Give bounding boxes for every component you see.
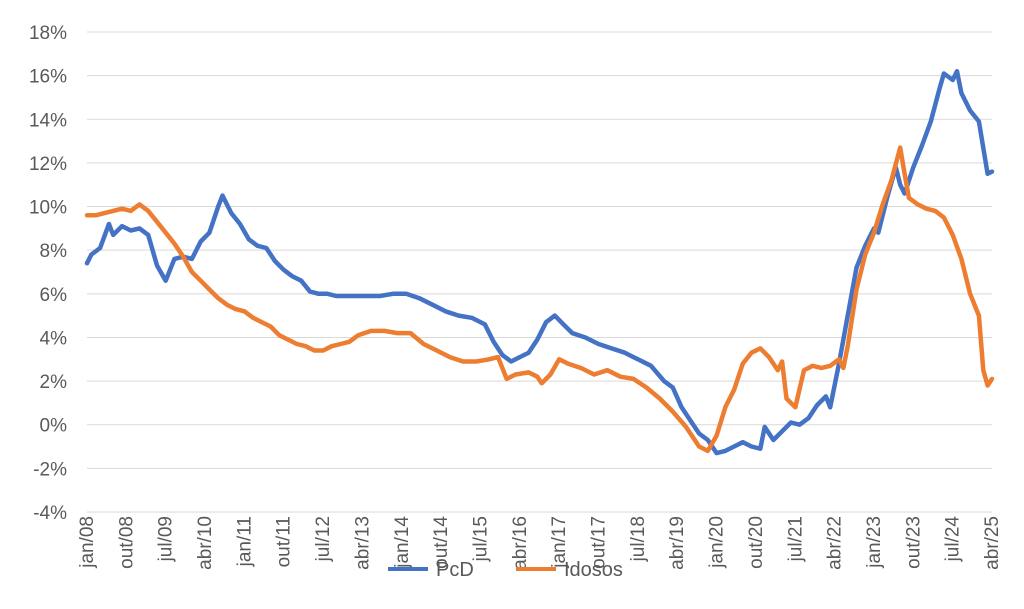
- series-line-pcd: [84, 69, 995, 456]
- y-tick-label: -2%: [33, 459, 67, 480]
- y-axis-tick-labels: -4% -2% 0% 2% 4% 6% 8% 10% 12% 14% 16% 18%: [29, 23, 67, 524]
- y-tick-label: 10%: [29, 198, 67, 219]
- x-tick-label: abr/13: [352, 516, 373, 570]
- x-tick-label: abr/19: [667, 516, 688, 570]
- series-lines: [84, 69, 995, 456]
- x-tick-label: out/23: [903, 516, 924, 569]
- x-tick-label: jan/20: [707, 516, 728, 569]
- y-tick-label: -4%: [33, 503, 67, 524]
- y-tick-label: 14%: [29, 110, 67, 131]
- y-tick-label: 12%: [29, 154, 67, 175]
- x-tick-label: out/11: [274, 516, 295, 567]
- y-tick-label: 0%: [40, 416, 68, 437]
- y-tick-label: 2%: [40, 372, 68, 393]
- x-tick-label: jan/11: [234, 516, 255, 567]
- x-tick-label: abr/22: [825, 516, 846, 570]
- x-tick-label: abr/16: [510, 516, 531, 570]
- x-tick-label: jul/24: [943, 516, 964, 563]
- x-tick-label: out/08: [116, 516, 137, 569]
- x-tick-label: abr/25: [982, 516, 1003, 570]
- series-line-idosos: [84, 145, 995, 454]
- legend-label-idosos: Idosos: [564, 559, 623, 581]
- x-tick-label: jul/21: [785, 516, 806, 562]
- x-tick-label: jan/08: [77, 516, 98, 569]
- y-tick-label: 4%: [40, 328, 68, 349]
- legend-label-pcd: PcD: [436, 559, 474, 581]
- x-tick-label: jul/09: [156, 516, 177, 562]
- x-tick-label: abr/10: [195, 516, 216, 570]
- x-tick-label: out/14: [431, 516, 452, 569]
- x-tick-label: jan/17: [549, 516, 570, 569]
- x-axis-tick-labels: jan/08 out/08 jul/09 abr/10 jan/11 out/11 jul/…: [77, 516, 1003, 570]
- y-tick-label: 6%: [40, 285, 68, 306]
- x-tick-label: jan/14: [392, 516, 413, 569]
- x-tick-label: out/17: [589, 516, 610, 569]
- y-tick-label: 16%: [29, 67, 67, 88]
- x-tick-label: out/20: [746, 516, 767, 569]
- y-tick-label: 8%: [40, 241, 68, 262]
- y-tick-label: 18%: [29, 23, 67, 44]
- legend: PcD Idosos: [388, 559, 623, 581]
- x-tick-label: jul/18: [628, 516, 649, 562]
- x-tick-label: jul/15: [470, 516, 491, 562]
- x-tick-label: jan/23: [864, 516, 885, 569]
- x-tick-label: jul/12: [313, 516, 334, 562]
